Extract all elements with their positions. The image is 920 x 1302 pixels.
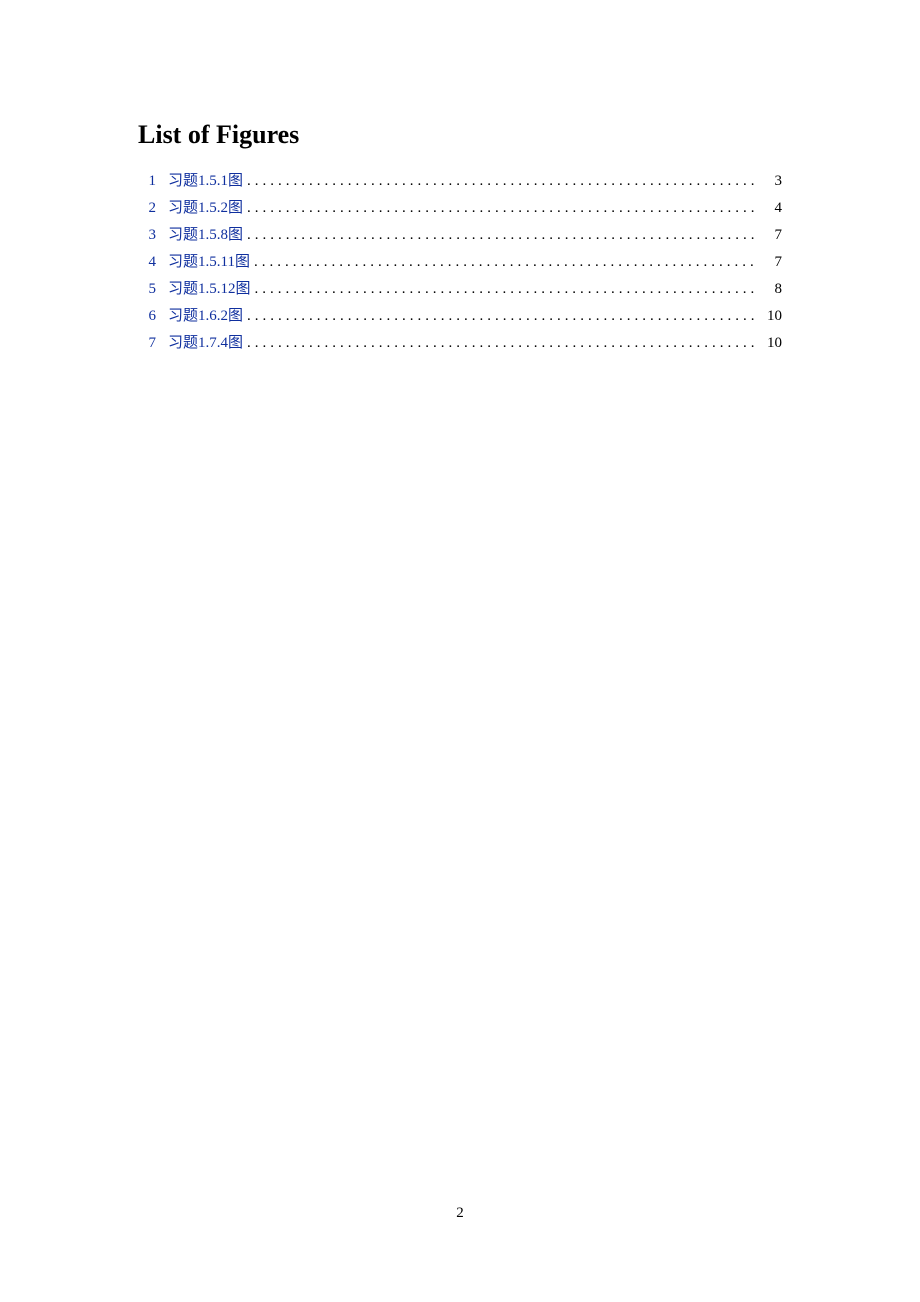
entry-number: 3 bbox=[138, 222, 168, 249]
entry-number: 6 bbox=[138, 303, 168, 330]
entry-number: 1 bbox=[138, 168, 168, 195]
toc-entry[interactable]: 1 习题1.5.1图 3 bbox=[138, 168, 782, 195]
leader-dots bbox=[243, 303, 754, 330]
entry-number: 4 bbox=[138, 249, 168, 276]
entry-number: 7 bbox=[138, 330, 168, 357]
entry-number: 5 bbox=[138, 276, 168, 303]
leader-dots bbox=[243, 168, 754, 195]
entry-page: 10 bbox=[754, 330, 782, 357]
entry-label: 习题1.5.8图 bbox=[168, 222, 243, 249]
toc-entry[interactable]: 7 习题1.7.4图 10 bbox=[138, 330, 782, 357]
toc-entry[interactable]: 6 习题1.6.2图 10 bbox=[138, 303, 782, 330]
entry-page: 3 bbox=[754, 168, 782, 195]
toc-entry[interactable]: 2 习题1.5.2图 4 bbox=[138, 195, 782, 222]
entry-label: 习题1.5.11图 bbox=[168, 249, 250, 276]
entry-page: 8 bbox=[754, 276, 782, 303]
leader-dots bbox=[243, 330, 754, 357]
entry-label: 习题1.5.2图 bbox=[168, 195, 243, 222]
leader-dots bbox=[243, 222, 754, 249]
toc-entry[interactable]: 4 习题1.5.11图 7 bbox=[138, 249, 782, 276]
entry-label: 习题1.7.4图 bbox=[168, 330, 243, 357]
entry-label: 习题1.6.2图 bbox=[168, 303, 243, 330]
entry-label: 习题1.5.1图 bbox=[168, 168, 243, 195]
page-number: 2 bbox=[0, 1205, 920, 1222]
entry-page: 4 bbox=[754, 195, 782, 222]
entry-label: 习题1.5.12图 bbox=[168, 276, 251, 303]
entry-number: 2 bbox=[138, 195, 168, 222]
entry-page: 7 bbox=[754, 249, 782, 276]
entry-page: 10 bbox=[754, 303, 782, 330]
entry-page: 7 bbox=[754, 222, 782, 249]
page-title: List of Figures bbox=[138, 120, 782, 150]
toc-entry[interactable]: 5 习题1.5.12图 8 bbox=[138, 276, 782, 303]
leader-dots bbox=[243, 195, 754, 222]
list-of-figures: 1 习题1.5.1图 3 2 习题1.5.2图 4 3 习题1.5.8图 7 4… bbox=[138, 168, 782, 357]
toc-entry[interactable]: 3 习题1.5.8图 7 bbox=[138, 222, 782, 249]
leader-dots bbox=[251, 276, 754, 303]
leader-dots bbox=[250, 249, 754, 276]
